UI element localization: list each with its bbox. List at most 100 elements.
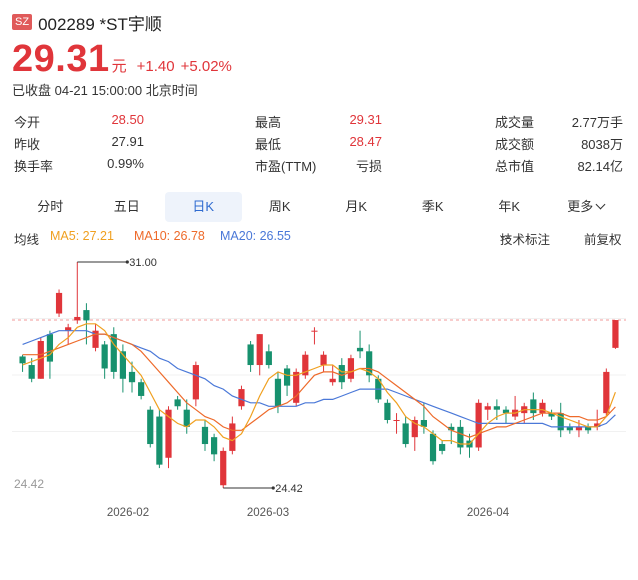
candle-body [338,365,345,383]
candle-body [92,330,99,348]
candle-body [557,413,564,431]
candle-body [220,450,227,486]
candle-body [238,389,245,407]
candle-body [192,365,199,400]
tab-quarterly-k[interactable]: 季K [421,199,444,214]
candle-body [329,378,336,383]
candle-body [128,371,136,383]
candle-body [311,330,318,332]
ma10-line [22,333,616,438]
tab-intraday[interactable]: 分时 [37,199,64,214]
candle-body [247,344,254,366]
tab-more-label: 更多 [567,199,594,214]
candle-body [101,344,108,369]
candle-body [402,423,409,445]
tab-yearly-k[interactable]: 年K [498,199,521,214]
y-min-label: 24.42 [14,477,44,491]
candle-body [183,409,190,427]
candle-body [165,409,172,458]
period-tabs: 分时 五日 日K 周K 月K 季K 年K 更多 [12,192,624,222]
candle-body [265,351,272,366]
x-tick-label: 2026-02 [107,507,149,519]
candle-body [110,334,117,372]
price-change: +1.40 [136,58,175,75]
candle-body [256,334,263,366]
candle-body [594,423,601,427]
candle-body [566,426,573,431]
candle-body [448,426,455,431]
candle-body [384,402,391,420]
candle-body [393,419,400,421]
candle-body [74,316,81,321]
candle-body [356,347,364,352]
tab-daily-k[interactable]: 日K [165,192,242,222]
chart-grid [12,318,626,432]
candle-body [457,426,464,448]
candle-body [46,334,54,362]
ma-label[interactable]: 均线 [14,233,40,247]
candle-body [484,406,491,410]
stats-grid: 今开 28.50 最高 29.31 成交量 2.77万手 昨收 27.91 最低 28.4… [14,112,623,174]
price-unit: 元 [111,58,127,75]
annotation-dot [125,260,129,264]
candle-body [320,354,327,366]
candle-body [138,382,145,396]
candle-body [28,365,35,379]
candle-body [65,327,72,331]
extreme-annotations: 31.00 24.42 [77,257,303,495]
candle-body [575,426,583,431]
candle-body [55,292,63,314]
candle-body [156,416,163,465]
exchange-badge: SZ [12,14,33,30]
candle-body [366,351,373,376]
candle-body [147,409,154,445]
candle-body [347,358,355,379]
annotation-label: 31.00 [129,257,157,269]
candle-body [584,426,592,431]
adjust-toggle[interactable]: 前复权 [584,233,622,247]
candle-body [429,433,437,462]
candle-body [539,402,546,414]
wave-icon: 〰 [500,232,511,244]
candles [19,262,619,488]
kline-chart[interactable]: 31.00 24.42 24.42 2026-02 2026-03 2026-04 [0,250,638,530]
tab-more[interactable]: 更多 [548,192,625,222]
candle-body [493,406,500,410]
candle-body [603,371,610,414]
ma-legend: 均线 MA5: 27.21 MA10: 26.78 MA20: 26.55 〰技… [14,229,624,247]
x-tick-label: 2026-03 [247,507,289,519]
candle-body [530,399,537,414]
candle-body [274,378,282,407]
candle-body [37,340,44,379]
ma20-value: MA20: 26.55 [220,229,291,243]
candle-body [283,368,291,386]
stock-header: SZ 002289 *ST宇顺 29.31 元 +1.40 +5.02% 已收盘… [12,10,232,99]
candle-body [293,371,300,403]
ma10-value: MA10: 26.78 [134,229,205,243]
candle-body [502,409,510,414]
tab-five-day[interactable]: 五日 [113,199,140,214]
market-status: 已收盘 04-21 15:00:00 北京时间 [12,83,198,98]
price-change-pct: +5.02% [180,58,232,75]
candle-body [119,351,126,379]
candle-body [174,399,181,407]
ma5-line [22,323,616,445]
candle-body [201,426,209,445]
indicator-label: 技术标注 [500,233,551,247]
candle-body [302,354,309,376]
candle-body [83,310,90,321]
ma5-value: MA5: 27.21 [50,229,114,243]
current-price: 29.31 [12,38,110,80]
candle-body [229,423,236,451]
candle-body [612,320,619,348]
candle-body [439,444,446,451]
candle-body [420,419,427,427]
tab-monthly-k[interactable]: 月K [345,199,368,214]
annotation-dot [271,486,275,490]
tab-weekly-k[interactable]: 周K [268,199,291,214]
x-tick-label: 2026-04 [467,507,510,519]
candle-body [19,356,26,364]
chevron-down-icon [595,199,606,210]
candle-body [211,437,218,455]
stock-code-name: 002289 *ST宇顺 [38,14,162,34]
